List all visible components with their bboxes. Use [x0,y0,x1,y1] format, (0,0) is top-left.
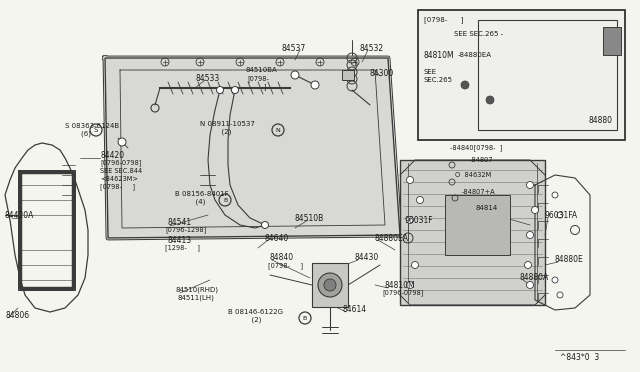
Circle shape [527,182,534,189]
Text: N: N [276,128,280,132]
Bar [400,160,545,305]
Text: <84623M>: <84623M> [100,176,138,182]
Text: 84806: 84806 [5,311,29,320]
Text: B 08146-6122G: B 08146-6122G [228,309,283,315]
Circle shape [412,262,419,269]
Text: 84810M: 84810M [424,51,454,60]
Circle shape [318,273,342,297]
Bar [312,263,348,307]
Circle shape [262,221,269,228]
Text: (4): (4) [182,199,205,205]
Circle shape [406,176,413,183]
Text: [0796-1298]: [0796-1298] [165,227,206,233]
Circle shape [486,96,494,104]
Text: 84420: 84420 [100,151,124,160]
Text: 84880: 84880 [589,115,613,125]
Circle shape [527,282,534,289]
Circle shape [324,279,336,291]
Text: SEE: SEE [424,69,437,75]
Text: 84880EA: 84880EA [375,234,409,243]
Text: (2): (2) [208,129,232,135]
Text: (2): (2) [238,317,261,323]
Circle shape [311,81,319,89]
Text: 84537: 84537 [282,44,307,52]
Bar [603,27,621,55]
Text: [0798-: [0798- [247,76,269,82]
Text: 84300: 84300 [370,68,394,77]
Text: SEC.265: SEC.265 [424,77,453,83]
Circle shape [406,282,413,289]
Circle shape [552,192,558,198]
Text: -84840[0798-  ]: -84840[0798- ] [450,145,502,151]
Text: 84511(LH): 84511(LH) [178,295,215,301]
Text: SEE SEC.844: SEE SEC.844 [100,168,142,174]
Circle shape [531,206,538,214]
Text: 84840: 84840 [270,253,294,263]
Text: N 08911-10537: N 08911-10537 [200,121,255,127]
Text: 84810M: 84810M [385,280,415,289]
Text: 84413: 84413 [168,235,192,244]
Text: 84510(RHD): 84510(RHD) [175,287,218,293]
Text: 84541: 84541 [168,218,192,227]
Text: 84533: 84533 [196,74,220,83]
Circle shape [118,138,126,146]
Text: S: S [94,127,98,133]
Text: [1298-     ]: [1298- ] [165,245,200,251]
Bar [445,195,510,255]
Text: B: B [223,198,227,202]
Text: 84420A: 84420A [4,211,33,219]
Text: 84510BA: 84510BA [245,67,276,73]
Text: ^843*0  3: ^843*0 3 [560,353,599,362]
Circle shape [552,277,558,283]
Text: [0798-     ]: [0798- ] [100,184,135,190]
Text: (6): (6) [72,131,91,137]
Circle shape [461,81,469,89]
Circle shape [232,87,239,93]
Text: [0798-     ]: [0798- ] [268,263,303,269]
Text: O  84632M: O 84632M [455,172,492,178]
Circle shape [417,196,424,203]
Text: 84814: 84814 [476,205,499,211]
Text: 84532: 84532 [360,44,384,52]
Text: 96031FA: 96031FA [545,211,578,219]
Text: -84807+A: -84807+A [462,189,495,195]
Text: [0798-      ]: [0798- ] [424,17,463,23]
Text: B 08156-8401F: B 08156-8401F [175,191,228,197]
Text: B: B [303,315,307,321]
Text: S 08363-6124B: S 08363-6124B [65,123,119,129]
Circle shape [216,87,223,93]
Text: 96031F: 96031F [405,215,434,224]
Text: -84807: -84807 [470,157,493,163]
Text: 84880A: 84880A [520,273,549,282]
Circle shape [527,231,534,238]
Bar [478,20,617,130]
Circle shape [557,212,563,218]
Text: -84880EA: -84880EA [458,52,492,58]
Circle shape [291,71,299,79]
Text: 84880E: 84880E [555,256,584,264]
Text: [0796-0798]: [0796-0798] [382,290,424,296]
Polygon shape [105,58,400,238]
Text: [0796-0798]: [0796-0798] [100,160,141,166]
Bar [418,10,625,140]
Text: 84510B: 84510B [295,214,324,222]
Text: ]: ] [247,84,267,90]
Text: SEE SEC.265 -: SEE SEC.265 - [454,31,503,37]
Text: 84430: 84430 [355,253,380,263]
Text: 84614: 84614 [343,305,367,314]
Text: 84640: 84640 [265,234,289,243]
Circle shape [525,262,531,269]
Circle shape [406,217,413,224]
Circle shape [557,292,563,298]
Bar [342,70,354,80]
